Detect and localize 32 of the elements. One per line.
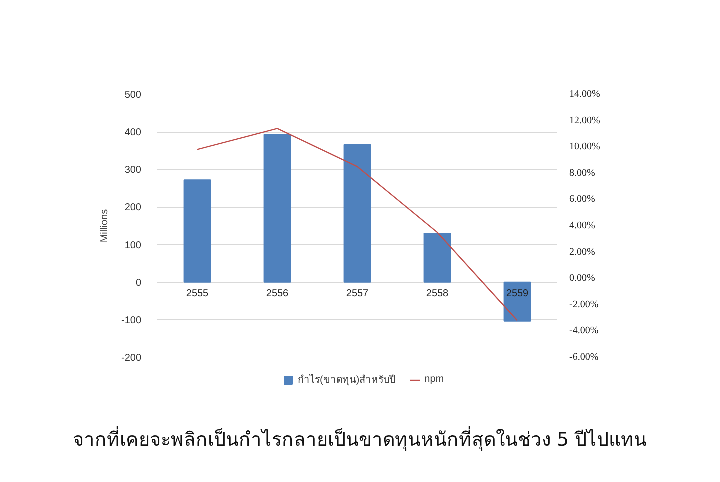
legend-label: กำไร(ขาดทุน)สำหรับปี (298, 373, 396, 387)
bar (344, 144, 372, 283)
y-tick-label: -100 (121, 315, 142, 326)
y2-tick-label: 14.00% (570, 89, 600, 100)
x-tick-label: 2556 (266, 288, 290, 300)
bar (424, 233, 452, 283)
y-tick-label: 300 (124, 165, 142, 176)
y2-tick-label: -6.00% (570, 352, 599, 363)
x-tick-label: 2559 (506, 288, 530, 300)
y2-tick-label: -4.00% (570, 326, 599, 337)
x-tick-label: 2557 (346, 288, 370, 300)
y-axis-title: Millions (99, 209, 110, 243)
y-tick-label: 0 (136, 278, 142, 289)
x-tick-label: 2558 (426, 288, 450, 300)
y2-tick-label: 8.00% (570, 168, 596, 179)
y2-tick-label: 0.00% (570, 273, 596, 284)
y-tick-label: 500 (124, 90, 142, 101)
y2-tick-label: 12.00% (570, 115, 600, 126)
y2-tick-label: 10.00% (570, 142, 600, 153)
y-tick-label: 100 (124, 240, 142, 252)
bar (264, 134, 292, 283)
y2-tick-label: 4.00% (570, 220, 596, 232)
y2-tick-label: 6.00% (570, 194, 596, 206)
y-tick-label: 400 (124, 128, 142, 139)
legend-label: npm (424, 374, 445, 385)
y-tick-label: -200 (121, 353, 142, 364)
x-tick-label: 2555 (186, 288, 210, 300)
y2-tick-label: -2.00% (570, 299, 599, 310)
y-tick-label: 200 (124, 202, 142, 214)
y2-tick-label: 2.00% (570, 246, 596, 258)
bar (184, 180, 212, 283)
text: จากที่เคยจะพลิกเป็นกำไรกลายเป็นขาดทุนหนักที่สุดในช่วง 5 ปีไปแทน (72, 427, 648, 453)
